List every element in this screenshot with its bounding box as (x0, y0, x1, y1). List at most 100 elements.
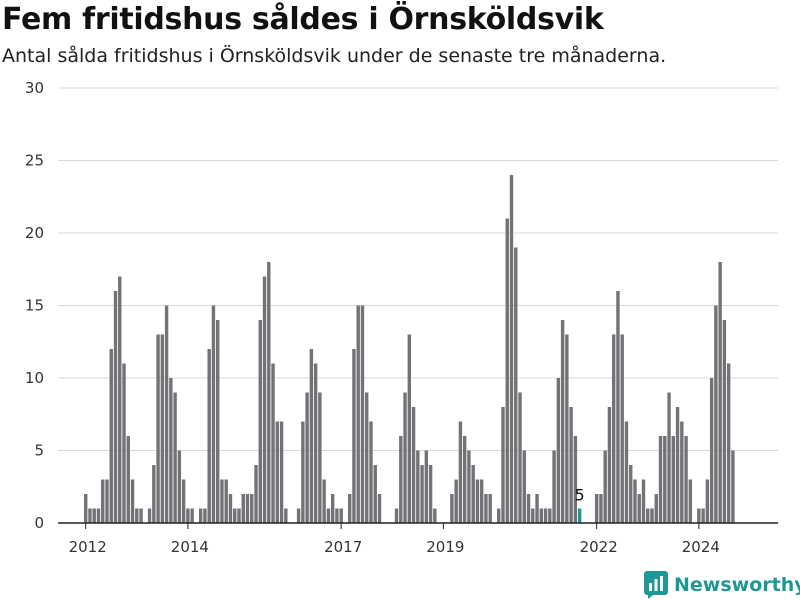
bar (360, 305, 365, 523)
bar (514, 247, 518, 523)
bar (633, 479, 637, 523)
bar (428, 465, 433, 523)
y-tick-label: 25 (25, 152, 44, 170)
bar (467, 450, 471, 523)
bar (322, 479, 326, 523)
y-tick-label: 0 (34, 514, 44, 532)
bar (548, 508, 552, 523)
bar (267, 262, 271, 523)
bar (569, 407, 573, 523)
bar (641, 479, 646, 523)
bar (637, 494, 641, 523)
bar (675, 407, 680, 523)
bar (620, 334, 624, 523)
bar (296, 508, 301, 523)
bar (411, 407, 416, 523)
bar-chart-logo-icon (644, 571, 668, 599)
bar (135, 508, 139, 523)
bar (228, 494, 233, 523)
bar (224, 479, 228, 523)
bar (424, 450, 429, 523)
bar (726, 363, 731, 523)
bar (705, 479, 710, 523)
bar (109, 349, 113, 523)
bar (607, 407, 612, 523)
bar (88, 508, 92, 523)
bar (671, 436, 675, 523)
bar (369, 421, 373, 523)
bar (688, 479, 693, 523)
bar (113, 291, 118, 523)
bar (458, 421, 463, 523)
y-tick-label: 20 (25, 224, 44, 242)
bar (152, 465, 156, 523)
bar (573, 436, 578, 523)
bar (173, 392, 177, 523)
bar (479, 479, 484, 523)
y-axis-ticks: 0 5 10 15 20 25 30 (25, 79, 44, 532)
bar (335, 508, 339, 523)
bar (309, 349, 314, 523)
bar (497, 508, 501, 523)
bar (646, 508, 650, 523)
y-tick-label: 5 (34, 442, 44, 460)
bar (237, 508, 241, 523)
x-tick-label: 2012 (69, 538, 107, 556)
bar (305, 392, 309, 523)
y-tick-label: 15 (25, 297, 44, 315)
bar (565, 334, 569, 523)
bar (599, 494, 603, 523)
bar (207, 349, 211, 523)
bar (684, 436, 688, 523)
bar (475, 479, 480, 523)
bar (522, 450, 526, 523)
bar (560, 320, 565, 523)
bar (731, 450, 735, 523)
bar (650, 508, 654, 523)
bar (118, 276, 122, 523)
bar (318, 392, 322, 523)
bar (556, 378, 561, 523)
bar (169, 378, 173, 523)
y-tick-label: 10 (25, 369, 44, 387)
bar (313, 363, 318, 523)
bar (250, 494, 254, 523)
bar (271, 363, 275, 523)
bar (377, 494, 382, 523)
newsworthy-logo: Newsworthy (644, 569, 800, 601)
bar (279, 421, 284, 523)
bar (433, 508, 437, 523)
bar (403, 392, 407, 523)
y-tick-label: 30 (25, 79, 44, 97)
bar (518, 392, 522, 523)
bar (658, 436, 663, 523)
x-tick-label: 2024 (682, 538, 720, 556)
bar (718, 262, 722, 523)
bar (624, 421, 629, 523)
bar (245, 494, 250, 523)
bar (701, 508, 705, 523)
bar (101, 479, 105, 523)
bar (275, 421, 280, 523)
bar (471, 465, 475, 523)
bars (84, 175, 735, 523)
bar (616, 291, 620, 523)
bar (420, 465, 424, 523)
bar (211, 305, 216, 523)
bar (330, 494, 335, 523)
data-label: 5 (575, 486, 585, 505)
bar (603, 450, 607, 523)
bar (654, 494, 658, 523)
bar (262, 276, 267, 523)
bar (190, 508, 194, 523)
bar (484, 494, 488, 523)
bar (220, 479, 224, 523)
bar (126, 436, 130, 523)
bar (509, 175, 514, 523)
bar (454, 479, 458, 523)
bar (122, 363, 126, 523)
bar (552, 450, 556, 523)
bar (505, 218, 509, 523)
bar (722, 320, 727, 523)
